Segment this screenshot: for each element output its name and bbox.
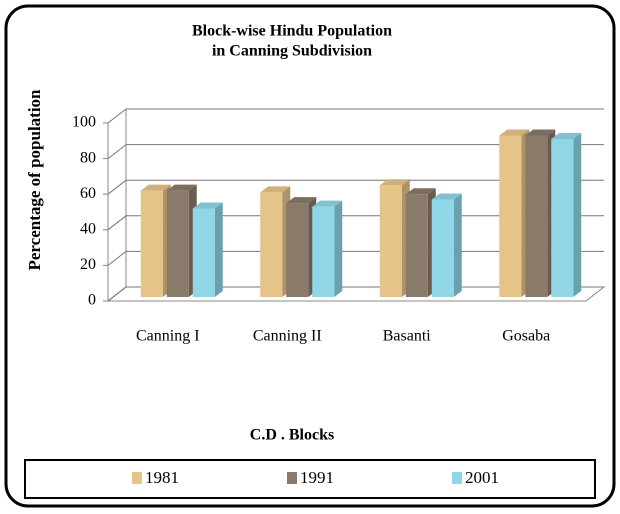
bar-top — [379, 179, 410, 186]
bar-top — [551, 133, 582, 140]
bar — [551, 139, 574, 297]
bar — [525, 135, 548, 297]
grid-diag — [107, 108, 127, 124]
bar — [286, 203, 309, 297]
bar — [431, 199, 454, 297]
legend-box — [24, 459, 596, 499]
bar — [192, 208, 215, 297]
x-tick-label: Canning I — [136, 328, 200, 345]
bar-top — [192, 202, 223, 209]
bar-top — [312, 200, 343, 207]
grid-diag — [107, 144, 127, 159]
y-tick-label: 40 — [80, 220, 96, 237]
bar-top — [431, 193, 462, 200]
grid-diag — [107, 251, 127, 266]
bar — [499, 135, 522, 297]
grid-diag — [107, 179, 127, 195]
bar-top — [286, 197, 317, 204]
bar — [260, 192, 283, 297]
bar-side — [214, 202, 223, 297]
legend-swatch — [452, 472, 462, 484]
y-tick-label: 60 — [80, 185, 96, 202]
bar — [140, 190, 163, 297]
y-tick-label: 100 — [72, 114, 96, 131]
bar-side — [453, 193, 462, 297]
grid-diag — [107, 215, 127, 231]
legend-label: 2001 — [465, 468, 499, 487]
bar-top — [405, 188, 436, 195]
chart-subtitle: in Canning Subdivision — [212, 43, 372, 60]
x-tick-label: Basanti — [383, 328, 432, 345]
bar-top — [525, 129, 556, 136]
bar-top — [140, 184, 171, 191]
legend-label: 1991 — [300, 468, 334, 487]
legend-label: 1981 — [145, 468, 179, 487]
bar — [166, 190, 189, 297]
bar-top — [499, 129, 530, 136]
bar — [379, 185, 402, 297]
x-axis-label: C.D . Blocks — [250, 427, 334, 444]
bar — [312, 206, 335, 297]
bar — [405, 194, 428, 297]
legend-swatch — [132, 472, 142, 484]
x-tick-label: Canning II — [253, 328, 322, 345]
chart-title: Block-wise Hindu Population — [192, 23, 392, 40]
x-tick-label: Gosaba — [502, 328, 550, 345]
bar-top — [166, 184, 197, 191]
bar-side — [573, 133, 582, 297]
bar-side — [334, 200, 343, 297]
y-tick-label: 0 — [88, 292, 96, 309]
y-axis-label: Percentage of population — [25, 89, 44, 271]
y-tick-label: 80 — [80, 149, 96, 166]
grid-diag — [107, 286, 127, 302]
legend-swatch — [287, 472, 297, 484]
y-tick-label: 20 — [80, 256, 96, 273]
bar-top — [260, 186, 291, 193]
